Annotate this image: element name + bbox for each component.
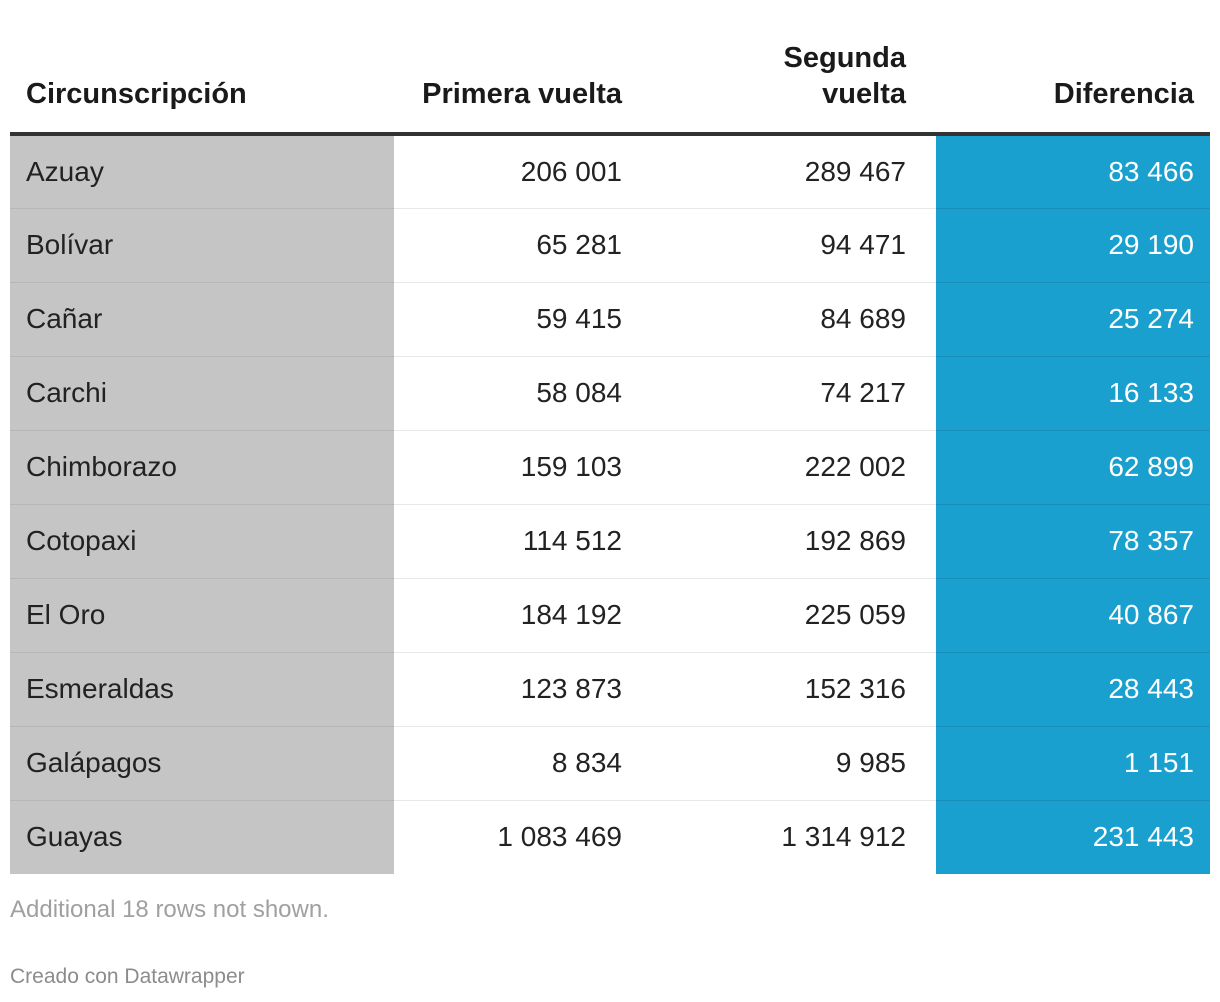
- cell-circunscripcion: Chimborazo: [10, 430, 394, 505]
- table-row: Guayas 1 083 469 1 314 912 231 443: [10, 800, 1210, 874]
- cell-segunda-vuelta: 152 316: [638, 652, 936, 727]
- header-segunda-vuelta[interactable]: Segunda vuelta: [638, 0, 936, 136]
- cell-segunda-vuelta: 225 059: [638, 578, 936, 653]
- results-table-container: Circunscripción Primera vuelta Segunda vu…: [10, 0, 1210, 874]
- cell-segunda-vuelta: 84 689: [638, 282, 936, 357]
- cell-circunscripcion: Galápagos: [10, 726, 394, 801]
- cell-diferencia: 78 357: [936, 504, 1210, 579]
- table-row: Esmeraldas 123 873 152 316 28 443: [10, 652, 1210, 727]
- cell-primera-vuelta: 123 873: [394, 652, 638, 727]
- cell-segunda-vuelta: 289 467: [638, 134, 936, 209]
- cell-primera-vuelta: 58 084: [394, 356, 638, 431]
- table-row: Cañar 59 415 84 689 25 274: [10, 282, 1210, 357]
- cell-circunscripcion: El Oro: [10, 578, 394, 653]
- datawrapper-credit: Creado con Datawrapper: [10, 965, 245, 988]
- table-row: Galápagos 8 834 9 985 1 151: [10, 726, 1210, 801]
- cell-diferencia: 40 867: [936, 578, 1210, 653]
- cell-circunscripcion: Carchi: [10, 356, 394, 431]
- cell-segunda-vuelta: 9 985: [638, 726, 936, 801]
- cell-diferencia: 29 190: [936, 208, 1210, 283]
- cell-circunscripcion: Bolívar: [10, 208, 394, 283]
- table-row: Carchi 58 084 74 217 16 133: [10, 356, 1210, 431]
- cell-circunscripcion: Cotopaxi: [10, 504, 394, 579]
- cell-segunda-vuelta: 94 471: [638, 208, 936, 283]
- cell-segunda-vuelta: 1 314 912: [781, 821, 906, 853]
- cell-circunscripcion: Guayas: [10, 800, 394, 874]
- cell-primera-vuelta: 184 192: [394, 578, 638, 653]
- cell-circunscripcion: Azuay: [10, 134, 394, 209]
- cell-diferencia: 231 443: [936, 800, 1210, 874]
- header-diferencia[interactable]: Diferencia: [936, 0, 1210, 136]
- header-circunscripcion[interactable]: Circunscripción: [10, 0, 394, 136]
- header-primera-vuelta[interactable]: Primera vuelta: [394, 0, 638, 136]
- table-header: Circunscripción Primera vuelta Segunda vu…: [10, 0, 1210, 136]
- cell-segunda-vuelta: 74 217: [638, 356, 936, 431]
- cell-primera-vuelta: 159 103: [394, 430, 638, 505]
- cell-circunscripcion: Esmeraldas: [10, 652, 394, 727]
- cell-diferencia: 83 466: [936, 134, 1210, 209]
- table-row: Chimborazo 159 103 222 002 62 899: [10, 430, 1210, 505]
- cell-diferencia: 1 151: [936, 726, 1210, 801]
- cell-segunda-vuelta: 222 002: [638, 430, 936, 505]
- cell-segunda-vuelta: 192 869: [638, 504, 936, 579]
- table-body: Azuay 206 001 289 467 83 466 Bolívar 65 281 94…: [10, 134, 1210, 874]
- table-row: Azuay 206 001 289 467 83 466: [10, 134, 1210, 209]
- table-row: El Oro 184 192 225 059 40 867: [10, 578, 1210, 653]
- cell-primera-vuelta: 59 415: [394, 282, 638, 357]
- cell-primera-vuelta: 1 083 469: [497, 821, 622, 853]
- table-row: Cotopaxi 114 512 192 869 78 357: [10, 504, 1210, 579]
- cell-primera-vuelta: 114 512: [394, 504, 638, 579]
- cell-circunscripcion: Cañar: [10, 282, 394, 357]
- rows-not-shown-note: Additional 18 rows not shown.: [10, 896, 329, 923]
- header-row: Circunscripción Primera vuelta Segunda vu…: [10, 0, 1210, 136]
- cell-diferencia: 25 274: [936, 282, 1210, 357]
- results-table: Circunscripción Primera vuelta Segunda vu…: [10, 0, 1210, 874]
- table-row: Bolívar 65 281 94 471 29 190: [10, 208, 1210, 283]
- header-segunda-vuelta-label: Segunda vuelta: [783, 42, 906, 110]
- cell-primera-vuelta: 8 834: [394, 726, 638, 801]
- cell-diferencia: 28 443: [936, 652, 1210, 727]
- cell-primera-vuelta: 206 001: [394, 134, 638, 209]
- cell-diferencia: 62 899: [936, 430, 1210, 505]
- cell-primera-vuelta: 65 281: [394, 208, 638, 283]
- cell-diferencia: 16 133: [936, 356, 1210, 431]
